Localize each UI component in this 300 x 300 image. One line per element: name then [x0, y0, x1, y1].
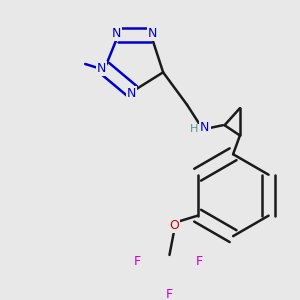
Text: O: O — [169, 219, 179, 232]
Text: F: F — [196, 255, 203, 268]
Text: N: N — [148, 26, 157, 40]
Text: N: N — [200, 121, 210, 134]
Text: H: H — [190, 124, 198, 134]
Text: F: F — [134, 255, 141, 268]
Text: F: F — [166, 288, 173, 300]
Text: N: N — [97, 62, 106, 75]
Text: N: N — [112, 26, 121, 40]
Text: N: N — [127, 87, 136, 100]
